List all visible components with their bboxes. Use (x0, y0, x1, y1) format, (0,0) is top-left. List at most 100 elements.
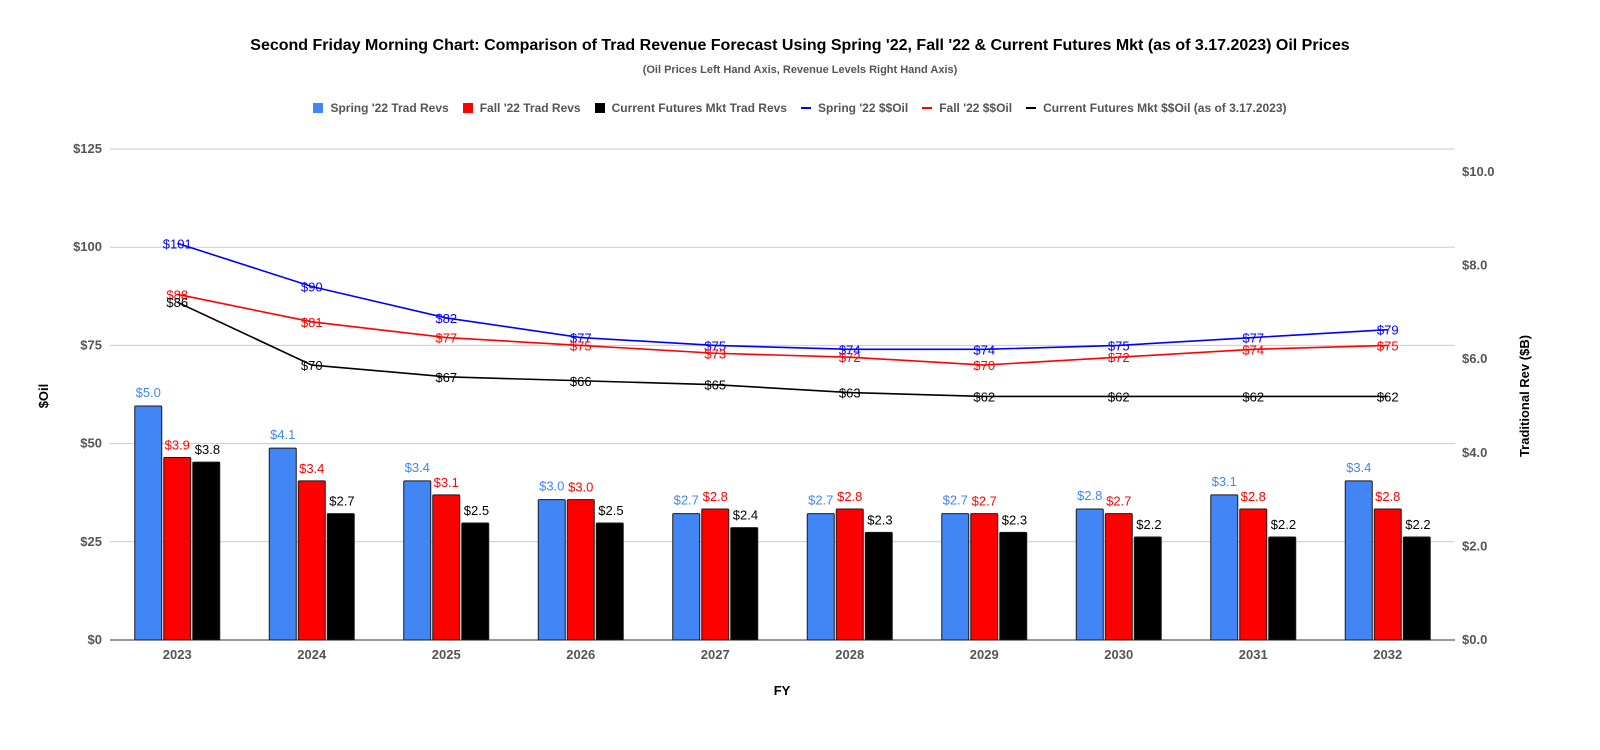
bar-data-label: $2.3 (1002, 512, 1027, 527)
y-axis-left-title: $Oil (36, 384, 51, 409)
line-data-label: $65 (704, 378, 726, 393)
line-data-label: $72 (839, 350, 861, 365)
bar-data-label: $2.8 (1375, 489, 1400, 504)
bar-data-label: $2.8 (1077, 488, 1102, 503)
line-data-label: $73 (704, 346, 726, 361)
bar-data-label: $2.7 (1106, 494, 1131, 509)
bar (806, 513, 835, 641)
bar-data-label: $2.8 (837, 489, 862, 504)
bar (326, 513, 355, 641)
bar-data-label: $3.8 (195, 442, 220, 457)
bar-data-label: $2.4 (733, 508, 758, 523)
x-tick-label: 2026 (566, 647, 595, 662)
legend-label-fall-revs: Fall '22 Trad Revs (479, 101, 581, 115)
bar-data-label: $2.5 (598, 503, 623, 518)
bar (461, 522, 490, 641)
x-tick-label: 2028 (835, 647, 864, 662)
bar-data-label: $2.8 (1241, 489, 1266, 504)
legend-item-spring-revs[interactable]: Spring '22 Trad Revs (313, 101, 449, 115)
legend-item-fall-revs[interactable]: Fall '22 Trad Revs (462, 101, 581, 115)
legend-swatch-spring-oil (800, 107, 811, 109)
bar (403, 480, 432, 641)
legend-label-fall-oil: Fall '22 $$Oil (939, 101, 1013, 115)
line-data-label: $77 (1242, 331, 1264, 346)
bar-data-label: $3.0 (539, 479, 564, 494)
bar-data-label: $2.2 (1136, 517, 1161, 532)
line-data-label: $86 (166, 295, 188, 310)
bar (1239, 508, 1268, 641)
bar (1373, 508, 1402, 641)
line-data-label: $74 (839, 342, 861, 357)
bar (864, 531, 893, 641)
line-data-label: $74 (1242, 342, 1264, 357)
line-data-label: $62 (1377, 389, 1399, 404)
bar-data-label: $2.3 (867, 512, 892, 527)
bar-data-label: $3.1 (434, 475, 459, 490)
legend-swatch-fall-oil (922, 107, 933, 109)
bar-data-label: $2.7 (972, 494, 997, 509)
bar-data-label: $2.7 (943, 493, 968, 508)
line-data-label: $70 (973, 358, 995, 373)
line-data-label: $74 (973, 342, 995, 357)
legend-label-spring-revs: Spring '22 Trad Revs (330, 101, 449, 115)
line-data-label: $77 (570, 331, 592, 346)
legend-label-spring-oil: Spring '22 $$Oil (817, 101, 909, 115)
line-data-label: $90 (301, 279, 323, 294)
y-tick-right-label: $6.0 (1462, 351, 1487, 366)
line-data-label: $63 (839, 386, 861, 401)
bar (701, 508, 730, 641)
bar (163, 456, 192, 641)
legend-swatch-futures-oil (1026, 107, 1037, 109)
line-data-label: $88 (166, 287, 188, 302)
bar-data-label: $3.9 (165, 437, 190, 452)
bar-data-label: $2.2 (1405, 517, 1430, 532)
line-data-label: $72 (1108, 350, 1130, 365)
x-tick-label: 2025 (432, 647, 461, 662)
line-data-label: $67 (435, 370, 457, 385)
bar (730, 527, 759, 641)
line-data-label: $62 (1108, 389, 1130, 404)
bar-data-label: $3.1 (1212, 474, 1237, 489)
bar (134, 405, 163, 641)
bar-data-label: $2.7 (329, 494, 354, 509)
series-line (177, 293, 1388, 366)
x-tick-label: 2027 (701, 647, 730, 662)
line-data-label: $75 (704, 338, 726, 353)
y-tick-left-label: $25 (80, 534, 102, 549)
y-tick-right-label: $0.0 (1462, 632, 1487, 647)
bar (432, 494, 461, 641)
x-tick-label: 2031 (1239, 647, 1268, 662)
line-data-label: $66 (570, 374, 592, 389)
bar (1075, 508, 1104, 641)
bar-data-label: $2.7 (808, 493, 833, 508)
bar (1344, 480, 1373, 641)
legend-item-fall-oil[interactable]: Fall '22 $$Oil (922, 101, 1012, 115)
bar-data-label: $2.8 (703, 489, 728, 504)
y-tick-right-label: $4.0 (1462, 445, 1487, 460)
bar (595, 522, 624, 641)
y-tick-right-label: $10.0 (1462, 164, 1495, 179)
y-tick-left-label: $50 (80, 436, 102, 451)
line-data-label: $77 (435, 331, 457, 346)
y-axis-right-title: Traditional Rev ($B) (1517, 335, 1532, 457)
bar (970, 513, 999, 641)
bar (268, 447, 297, 641)
x-tick-label: 2032 (1373, 647, 1402, 662)
legend-item-futures-revs[interactable]: Current Futures Mkt Trad Revs (594, 101, 787, 115)
y-tick-right-label: $8.0 (1462, 258, 1487, 273)
bar (672, 513, 701, 641)
legend-swatch-futures-revs (594, 103, 605, 113)
bar-data-label: $2.7 (674, 493, 699, 508)
bar (566, 499, 595, 641)
legend-swatch-spring-revs (313, 103, 324, 113)
y-tick-left-label: $75 (80, 337, 102, 352)
legend-item-spring-oil[interactable]: Spring '22 $$Oil (800, 101, 909, 115)
bar-data-label: $3.4 (405, 460, 430, 475)
legend-item-futures-oil[interactable]: Current Futures Mkt $$Oil (as of 3.17.20… (1026, 101, 1287, 115)
line-data-label: $79 (1377, 323, 1399, 338)
x-tick-label: 2023 (163, 647, 192, 662)
bar (537, 499, 566, 641)
line-data-label: $81 (301, 315, 323, 330)
chart-subtitle: (Oil Prices Left Hand Axis, Revenue Leve… (642, 64, 958, 76)
